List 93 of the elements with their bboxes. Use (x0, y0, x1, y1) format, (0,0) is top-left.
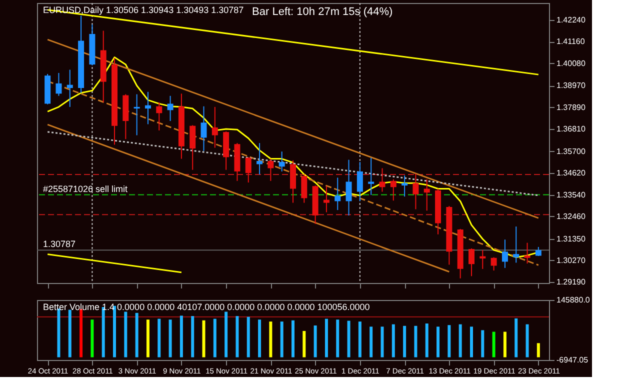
candlestick (368, 157, 374, 196)
bar (526, 324, 529, 358)
candlestick (167, 95, 174, 122)
chart-title: Better Volume 1.4 0.0000 0.0000 40107.0000 0.0000 0.0000 0.0000 100056.0000 (43, 302, 370, 312)
bar (370, 326, 373, 358)
bar (448, 325, 451, 358)
bar (236, 316, 239, 358)
candlestick (278, 151, 285, 172)
candlestick (134, 94, 140, 136)
bar (269, 322, 272, 358)
y-tick-label: 1.31350 (556, 234, 586, 244)
candlestick (535, 246, 542, 257)
bar (514, 318, 518, 358)
candlestick (323, 186, 330, 213)
bar (57, 308, 60, 358)
bar (90, 320, 94, 358)
candlestick (190, 124, 196, 170)
bar (314, 325, 317, 358)
bar (292, 320, 294, 358)
bar (481, 330, 484, 358)
bar (425, 324, 428, 358)
y-tick-label: 1.37890 (556, 102, 586, 112)
bar (324, 318, 328, 358)
y-tick-label: 1.35700 (556, 146, 586, 156)
bar (414, 326, 418, 358)
bar (180, 316, 183, 358)
candlestick (156, 102, 162, 131)
y-tick-label: 1.33540 (556, 190, 586, 200)
bar (470, 326, 473, 358)
y-tick-label: 1.30270 (556, 256, 586, 265)
bar (436, 326, 440, 358)
candlestick (356, 161, 363, 202)
candlestick (200, 106, 207, 152)
candlestick (301, 174, 308, 204)
bar (124, 312, 128, 358)
candlestick (379, 168, 386, 192)
y-tick-label: 1.29190 (556, 278, 586, 287)
ref-line-label: #255871026 sell limit (43, 184, 128, 194)
ref-line-label: 1.30787 (43, 239, 76, 250)
candlestick (490, 256, 497, 272)
candlestick (256, 142, 263, 175)
candlestick (468, 248, 474, 277)
candlestick (480, 250, 486, 270)
bar (358, 322, 362, 358)
bar (168, 320, 172, 358)
candlestick (513, 226, 520, 264)
y-tick-label: 1.42240 (556, 15, 586, 24)
bar (492, 332, 496, 358)
candlestick (245, 156, 252, 183)
y-tick-label: 1.36810 (556, 124, 586, 134)
bar (68, 310, 72, 358)
candlestick (412, 173, 419, 210)
candlestick (56, 72, 62, 96)
candlestick (502, 239, 508, 268)
bar (113, 306, 116, 358)
bar (403, 326, 406, 358)
y-tick-label: 145880.0 (556, 296, 590, 304)
candlestick (144, 91, 151, 125)
bar (258, 320, 262, 358)
y-tick-label: -6947.05 (556, 356, 589, 364)
y-tick-label: 1.41160 (556, 37, 586, 46)
bar (503, 332, 506, 358)
bar (347, 320, 350, 358)
bar (213, 318, 216, 358)
bar (146, 320, 150, 358)
bar (80, 308, 83, 358)
bar (191, 316, 194, 358)
y-tick-label: 1.38970 (556, 81, 586, 90)
bar (202, 320, 206, 358)
candlestick (390, 178, 396, 202)
y-tick-label: 1.40080 (556, 58, 586, 68)
candlestick (424, 178, 430, 212)
candlestick (524, 242, 530, 264)
candlestick (66, 69, 73, 108)
bar (280, 322, 284, 358)
candlestick (268, 158, 274, 182)
bar (392, 324, 395, 358)
y-tick-label: 1.32460 (556, 212, 586, 221)
candlestick (334, 177, 341, 211)
bar (224, 312, 228, 358)
bar (336, 320, 340, 358)
y-tick-label: 1.34620 (556, 168, 586, 178)
candlestick (212, 106, 218, 148)
bar (246, 316, 250, 358)
annotation: Bar Left: 10h 27m 15s (44%) (252, 6, 393, 18)
candlestick (346, 159, 352, 216)
bar (458, 324, 462, 358)
bar (302, 330, 306, 358)
bar (158, 318, 161, 358)
bar (135, 312, 138, 358)
bar (536, 343, 540, 358)
bar (380, 326, 384, 358)
candlestick (402, 174, 408, 198)
